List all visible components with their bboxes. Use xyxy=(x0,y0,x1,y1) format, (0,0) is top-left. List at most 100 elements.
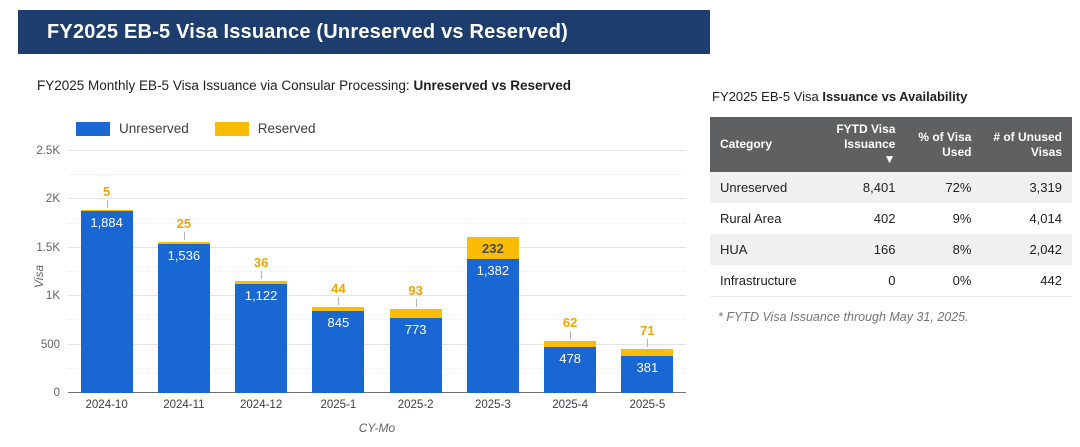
legend-swatch-reserved xyxy=(214,121,249,136)
table-row-rural-area: Rural Area 402 9% 4,014 xyxy=(710,203,1072,234)
column-header-category[interactable]: Category xyxy=(710,117,826,172)
value-cell: 166 xyxy=(873,242,896,257)
x-axis-title: CY-Mo xyxy=(358,421,396,435)
bar-chart-plot-area: 1,884 5 1,536 25 1,122 36 845 44 773 93 1,382 232 47… xyxy=(68,150,686,393)
table-title-prefix: FY2025 EB-5 Visa xyxy=(712,89,823,104)
gridline xyxy=(68,343,686,345)
bar-2024-11[interactable]: 1,536 25 xyxy=(157,151,210,393)
value-cell: 402 xyxy=(873,211,896,226)
bar-2024-10[interactable]: 1,884 5 xyxy=(80,151,133,393)
table-footnote: * FYTD Visa Issuance through May 31, 202… xyxy=(718,310,969,324)
bar-segment-reserved[interactable] xyxy=(157,241,210,245)
category-cell: Rural Area xyxy=(720,211,782,226)
x-axis-tick-label: 2025-3 xyxy=(474,399,511,411)
bar-segment-unreserved[interactable] xyxy=(312,311,365,393)
unreserved-value-label: 1,884 xyxy=(90,214,123,230)
gridline xyxy=(68,319,686,321)
unreserved-value-label: 1,122 xyxy=(244,288,278,304)
table-title: FY2025 EB-5 Visa Issuance vs Availabilit… xyxy=(712,89,967,104)
unreserved-value-label: 1,536 xyxy=(167,248,201,264)
column-header-fytd-visa-issuance[interactable]: FYTD Visa Issuance ▼ xyxy=(825,117,906,172)
reserved-value-label: 44 xyxy=(331,280,346,296)
value-cell: 442 xyxy=(1040,273,1062,288)
reserved-value-label: 36 xyxy=(253,254,269,270)
value-cell: 8% xyxy=(952,242,972,257)
chart-title-prefix: FY2025 Monthly EB-5 Visa Issuance via Co… xyxy=(37,78,414,93)
value-cell: 0% xyxy=(952,273,972,288)
bar-2024-12[interactable]: 1,122 36 xyxy=(235,151,288,393)
bar-segment-unreserved[interactable] xyxy=(544,346,597,393)
y-axis-tick-label: 0 xyxy=(53,387,60,399)
bar-segment-reserved[interactable] xyxy=(621,349,674,357)
x-axis-line xyxy=(68,392,686,393)
gridline xyxy=(68,295,686,297)
value-cell: 2,042 xyxy=(1029,242,1062,257)
legend-item-reserved[interactable]: Reserved xyxy=(214,121,316,136)
annotation-connector-line xyxy=(647,339,649,348)
reserved-value-label: 62 xyxy=(562,314,578,330)
bar-segment-unreserved[interactable] xyxy=(235,284,288,393)
annotation-connector-line xyxy=(183,231,185,240)
page-title: FY2025 EB-5 Visa Issuance (Unreserved vs… xyxy=(18,10,710,54)
bar-segment-unreserved[interactable] xyxy=(80,210,133,393)
bar-segment-reserved[interactable] xyxy=(235,280,288,285)
bar-segment-reserved[interactable] xyxy=(312,306,365,312)
table-body: Unreserved 8,401 72% 3,319 Rural Area 402 9% 4,… xyxy=(710,172,1072,297)
bar-segment-unreserved[interactable] xyxy=(389,318,442,393)
y-axis-tick-label: 1.5K xyxy=(36,241,60,254)
unreserved-value-label: 773 xyxy=(404,322,427,338)
unreserved-value-label: 845 xyxy=(327,315,350,331)
bar-segment-reserved[interactable] xyxy=(466,236,519,260)
bar-segment-unreserved[interactable] xyxy=(157,244,210,393)
bar-segment-reserved[interactable] xyxy=(389,309,442,319)
unreserved-value-label: 381 xyxy=(636,360,659,376)
bar-2025-2[interactable]: 773 93 xyxy=(389,151,442,393)
category-cell: Infrastructure xyxy=(720,273,797,288)
bar-segment-unreserved[interactable] xyxy=(466,259,519,393)
x-axis-tick-label: 2024-10 xyxy=(85,399,128,411)
legend-item-unreserved[interactable]: Unreserved xyxy=(76,121,189,136)
annotation-connector-line xyxy=(261,270,263,279)
annotation-connector-line xyxy=(415,299,417,308)
gridline xyxy=(68,198,686,200)
reserved-value-label: 5 xyxy=(103,184,111,200)
category-cell: Unreserved xyxy=(720,180,788,195)
x-axis-tick-label: 2025-2 xyxy=(397,399,434,411)
column-header-of-visa-used[interactable]: % of Visa Used xyxy=(905,117,982,172)
x-axis-tick-label: 2025-5 xyxy=(629,399,666,411)
value-cell: 3,319 xyxy=(1029,180,1062,195)
table-row-infrastructure: Infrastructure 0 0% 442 xyxy=(710,265,1072,297)
x-axis-tick-label: 2024-12 xyxy=(240,399,283,411)
value-cell: 8,401 xyxy=(862,180,896,195)
column-header-of-unused-visas[interactable]: # of Unused Visas xyxy=(981,117,1072,172)
table-row-unreserved: Unreserved 8,401 72% 3,319 xyxy=(710,172,1072,203)
y-axis-tick-label: 2.5K xyxy=(36,145,60,157)
value-cell: 9% xyxy=(952,211,972,226)
bar-2025-5[interactable]: 381 71 xyxy=(621,151,674,393)
bar-segment-unreserved[interactable] xyxy=(621,356,674,393)
unreserved-value-label: 478 xyxy=(559,350,581,366)
reserved-value-label: 71 xyxy=(640,323,655,339)
y-axis-tick-label: 2K xyxy=(45,193,60,206)
reserved-value-label: 232 xyxy=(482,240,504,256)
issuance-availability-table: Category FYTD Visa Issuance ▼% of Visa Us… xyxy=(710,117,1072,297)
table-row-hua: HUA 166 8% 2,042 xyxy=(710,234,1072,265)
x-axis-tick-label: 2025-4 xyxy=(552,399,589,411)
chart-title: FY2025 Monthly EB-5 Visa Issuance via Co… xyxy=(37,78,571,93)
bar-2025-1[interactable]: 845 44 xyxy=(312,151,365,393)
y-axis-tick-label: 500 xyxy=(40,338,60,351)
bar-2025-4[interactable]: 478 62 xyxy=(544,151,597,393)
reserved-value-label: 25 xyxy=(176,215,192,231)
table-title-bold: Issuance vs Availability xyxy=(822,89,968,104)
gridline xyxy=(68,271,686,272)
chart-title-bold: Unreserved vs Reserved xyxy=(413,78,572,93)
gridline xyxy=(68,150,686,151)
gridline xyxy=(68,246,686,248)
table-header-row: Category FYTD Visa Issuance ▼% of Visa Us… xyxy=(710,117,1072,172)
annotation-connector-line xyxy=(570,330,572,339)
bar-segment-reserved[interactable] xyxy=(544,340,597,347)
gridline xyxy=(68,174,686,176)
value-cell: 72% xyxy=(945,180,972,195)
bar-2025-3[interactable]: 1,382 232 xyxy=(466,151,519,393)
